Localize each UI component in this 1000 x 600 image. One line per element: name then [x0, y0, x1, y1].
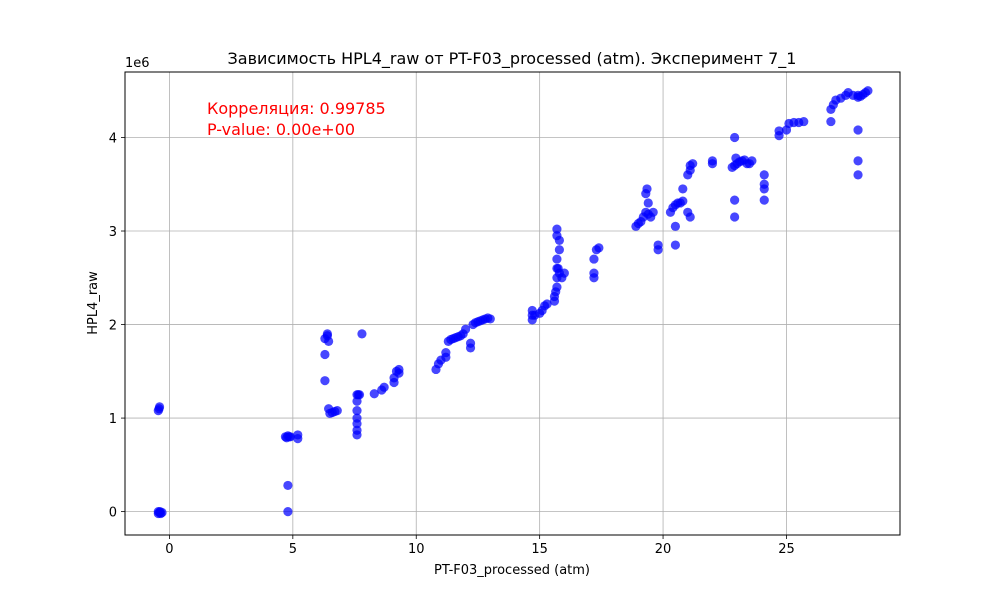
x-tick-label: 10 [408, 542, 425, 557]
data-point [332, 405, 342, 416]
y-tick-label: 0 [109, 506, 117, 521]
data-point [678, 184, 688, 194]
data-point [552, 231, 562, 241]
data-point [731, 153, 741, 163]
data-point [853, 125, 863, 135]
x-axis-ticks: 0 5 10 15 20 25 [165, 535, 795, 557]
x-tick-label: 15 [531, 542, 548, 557]
chart-title: Зависимость HPL4_raw от PT-F03_processed… [228, 49, 797, 69]
y-tick-label: 1 [109, 412, 117, 427]
data-point [730, 212, 740, 222]
data-point [293, 430, 303, 440]
data-point [643, 198, 653, 208]
grid-lines [125, 72, 900, 535]
data-point [324, 336, 334, 346]
data-point [589, 254, 599, 264]
data-point [688, 159, 698, 169]
data-point [352, 405, 362, 416]
data-point [642, 184, 652, 194]
data-point [554, 245, 564, 255]
data-points [153, 86, 873, 519]
data-point [352, 425, 362, 435]
data-point [552, 254, 562, 264]
data-point [394, 364, 404, 375]
data-point [320, 376, 330, 386]
data-point [863, 86, 873, 96]
data-point [730, 195, 740, 205]
data-point [747, 156, 757, 166]
data-point [853, 156, 863, 166]
data-point [352, 413, 362, 423]
data-point [461, 324, 471, 334]
data-point [552, 282, 562, 292]
y-axis-ticks: 0 1 2 3 4 [109, 131, 125, 521]
data-point [485, 314, 495, 324]
data-point [594, 243, 604, 253]
y-offset-label: 1e6 [125, 56, 150, 71]
p-value-annotation: P-value: 0.00e+00 [207, 120, 355, 139]
data-point [283, 507, 293, 517]
data-point [369, 389, 379, 399]
data-point [465, 338, 476, 348]
data-point [678, 196, 688, 206]
data-point [759, 179, 769, 189]
x-tick-label: 5 [289, 542, 297, 557]
data-point [320, 349, 330, 360]
y-axis-label: HPL4_raw [86, 271, 101, 335]
y-tick-label: 4 [109, 131, 117, 146]
data-point [283, 480, 293, 491]
data-point [853, 90, 863, 100]
data-point [774, 126, 784, 136]
data-point [685, 212, 695, 222]
data-point [552, 224, 562, 234]
correlation-annotation: Корреляция: 0.99785 [207, 99, 386, 118]
data-point [707, 156, 718, 166]
data-point [826, 116, 836, 127]
data-point [285, 432, 295, 442]
data-point [759, 195, 769, 205]
y-tick-label: 3 [109, 225, 117, 240]
x-tick-label: 20 [655, 542, 672, 557]
data-point [799, 116, 809, 127]
data-point [354, 390, 365, 400]
data-point [441, 348, 451, 358]
plot-frame [124, 71, 901, 536]
x-tick-label: 25 [778, 542, 795, 557]
data-point [589, 268, 599, 278]
data-point [648, 207, 658, 217]
data-point [670, 240, 680, 250]
data-point [157, 507, 167, 518]
data-point [357, 329, 367, 339]
data-point [324, 404, 334, 414]
x-axis-label: PT-F03_processed (atm) [434, 563, 590, 578]
data-point [322, 329, 332, 339]
x-tick-label: 0 [165, 542, 173, 557]
data-point [379, 382, 389, 392]
data-point [730, 132, 740, 143]
data-point [542, 299, 552, 309]
data-point [853, 170, 863, 180]
data-point [653, 240, 663, 250]
data-point [154, 402, 165, 412]
data-point [554, 268, 564, 278]
y-tick-label: 2 [109, 319, 117, 334]
data-point [759, 170, 769, 180]
data-point [670, 221, 680, 231]
